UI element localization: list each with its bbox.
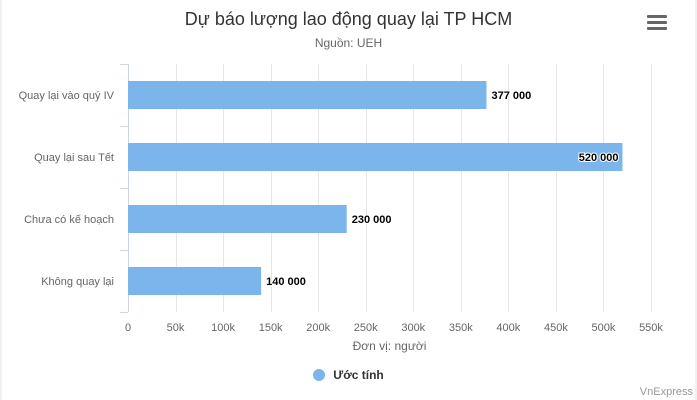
bar[interactable] [128,143,623,171]
x-tick-label: 200k [306,322,330,334]
menu-line [647,21,667,24]
x-tick-label: 50k [167,322,185,334]
data-label: 377 000 [491,90,531,102]
x-tick-label: 250k [354,322,378,334]
credit-label[interactable]: VnExpress [639,386,693,398]
category-label: Quay lại sau Tết [34,152,114,164]
x-tick-label: 0 [125,322,131,334]
category-label: Chưa có kế hoạch [24,214,114,226]
category-label: Không quay lại [41,276,114,288]
legend-label: Ước tính [333,368,384,382]
menu-line [647,27,667,30]
x-tick-label: 550k [639,322,663,334]
x-tick-label: 150k [259,322,283,334]
x-tick-label: 100k [211,322,235,334]
hamburger-menu-icon[interactable] [647,15,667,33]
x-tick-label: 300k [401,322,425,334]
legend-item-estimate[interactable]: Ước tính [313,368,384,382]
bar[interactable] [128,81,487,109]
x-tick-label: 500k [592,322,616,334]
chart-subtitle: Nguồn: UEH [314,36,383,50]
data-label: 520 000 [579,152,619,164]
legend-marker [313,369,326,381]
x-tick-label: 450k [544,322,568,334]
bar[interactable] [128,267,262,295]
data-label: 230 000 [352,214,392,226]
chart-title: Dự báo lượng lao động quay lại TP HCM [184,9,513,29]
menu-line [647,15,667,18]
data-label: 140 000 [266,276,306,288]
category-label: Quay lại vào quý IV [19,90,115,102]
x-tick-label: 400k [496,322,520,334]
x-axis-title: Đơn vị: người [353,339,427,353]
bar[interactable] [128,205,347,233]
chart-legend: Ước tính [2,368,695,384]
x-tick-label: 350k [449,322,473,334]
